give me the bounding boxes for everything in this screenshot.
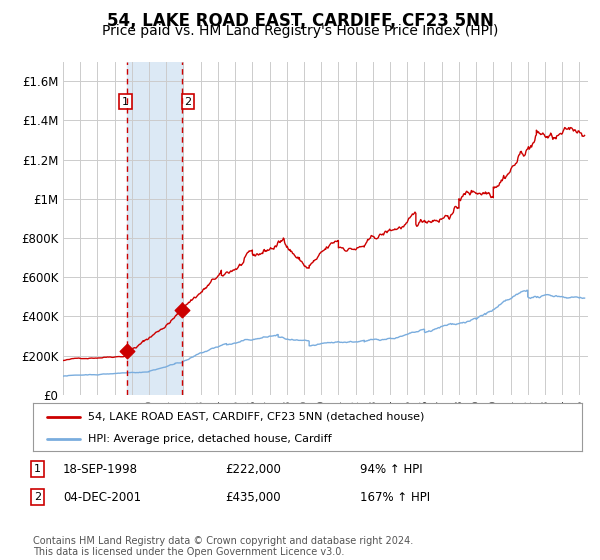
Text: 1: 1 [34, 464, 41, 474]
Bar [127, 62, 182, 395]
Text: 1: 1 [122, 96, 129, 106]
Text: £435,000: £435,000 [225, 491, 281, 504]
Text: 2: 2 [185, 96, 192, 106]
Text: 18-SEP-1998: 18-SEP-1998 [63, 463, 138, 476]
Text: 54, LAKE ROAD EAST, CARDIFF, CF23 5NN (detached house): 54, LAKE ROAD EAST, CARDIFF, CF23 5NN (d… [88, 412, 424, 422]
Text: 167% ↑ HPI: 167% ↑ HPI [360, 491, 430, 504]
Text: 04-DEC-2001: 04-DEC-2001 [63, 491, 141, 504]
Text: Price paid vs. HM Land Registry's House Price Index (HPI): Price paid vs. HM Land Registry's House … [102, 24, 498, 38]
Text: Contains HM Land Registry data © Crown copyright and database right 2024.
This d: Contains HM Land Registry data © Crown c… [33, 535, 413, 557]
Point [122, 347, 132, 356]
Text: HPI: Average price, detached house, Cardiff: HPI: Average price, detached house, Card… [88, 434, 332, 444]
Text: 54, LAKE ROAD EAST, CARDIFF, CF23 5NN: 54, LAKE ROAD EAST, CARDIFF, CF23 5NN [107, 12, 493, 30]
Point [178, 305, 187, 314]
Text: £222,000: £222,000 [225, 463, 281, 476]
Text: 94% ↑ HPI: 94% ↑ HPI [360, 463, 422, 476]
Text: 2: 2 [34, 492, 41, 502]
